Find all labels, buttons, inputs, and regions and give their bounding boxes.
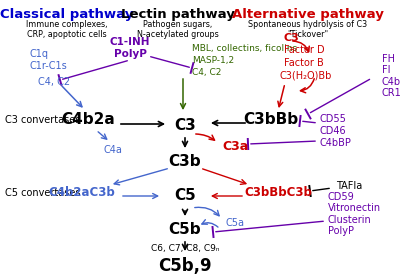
Text: C1r-C1s: C1r-C1s [30, 61, 68, 71]
Text: Classical pathway: Classical pathway [0, 8, 134, 21]
Text: Factor D: Factor D [284, 45, 325, 55]
Text: TAFIa: TAFIa [336, 181, 362, 191]
Text: C4a: C4a [104, 145, 122, 155]
Text: C3a: C3a [222, 139, 248, 153]
Text: Pathogen sugars,
N-acetylated groups: Pathogen sugars, N-acetylated groups [137, 20, 219, 39]
Text: MASP-1,2: MASP-1,2 [192, 55, 234, 65]
Text: C3(H₂O)Bb: C3(H₂O)Bb [280, 71, 332, 81]
Text: Lectin pathway: Lectin pathway [121, 8, 235, 21]
Text: C4b2a: C4b2a [61, 113, 115, 128]
Text: FH
FI
C4bBP
CR1: FH FI C4bBP CR1 [382, 54, 400, 99]
Text: C3: C3 [174, 118, 196, 132]
Text: C3b: C3b [169, 155, 201, 169]
Text: Immune complexes,
CRP, apoptotic cells: Immune complexes, CRP, apoptotic cells [26, 20, 108, 39]
Text: C5a: C5a [225, 218, 244, 228]
Text: Alternative pathway: Alternative pathway [232, 8, 384, 21]
Text: C3bBb: C3bBb [244, 113, 298, 128]
Text: C1-INH
PolyP: C1-INH PolyP [110, 37, 150, 59]
Text: C3 convertases: C3 convertases [5, 115, 80, 125]
Text: C5 convertases: C5 convertases [5, 188, 80, 198]
Text: C6, C7, C8, C9ₙ: C6, C7, C8, C9ₙ [151, 245, 219, 253]
Text: C3: C3 [284, 33, 300, 43]
Text: C5b,9: C5b,9 [158, 257, 212, 275]
Text: C5: C5 [174, 189, 196, 203]
Text: CD55
CD46
C4bBP: CD55 CD46 C4bBP [320, 114, 352, 148]
Text: C4, C2: C4, C2 [192, 68, 221, 78]
Text: CD59
Vitronectin
Clusterin
PolyP: CD59 Vitronectin Clusterin PolyP [328, 192, 381, 237]
Text: Spontaneous hydrolysis of C3
"Tickover": Spontaneous hydrolysis of C3 "Tickover" [248, 20, 368, 39]
Text: Factor B: Factor B [284, 58, 324, 68]
Text: C4, C2: C4, C2 [38, 77, 70, 87]
Text: C3bBbC3b: C3bBbC3b [244, 187, 312, 200]
Text: C5b: C5b [169, 222, 201, 237]
Text: C1q: C1q [30, 49, 49, 59]
Text: MBL, collectins, ficolins: MBL, collectins, ficolins [192, 44, 297, 52]
Text: C4b2aC3b: C4b2aC3b [49, 187, 115, 200]
